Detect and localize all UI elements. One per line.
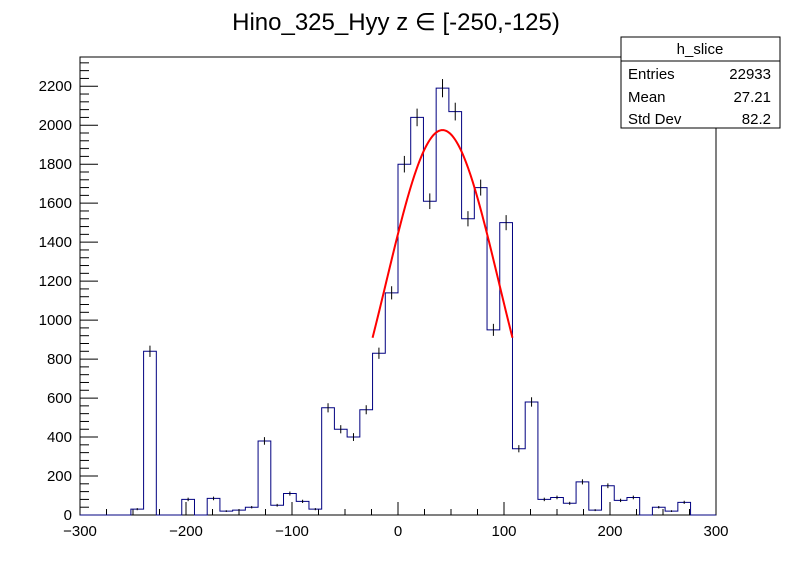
x-tick-label: 200 <box>597 523 622 540</box>
stats-mean-label: Mean <box>628 89 666 106</box>
x-tick-label: −100 <box>275 523 309 540</box>
y-tick-label: 1400 <box>39 234 72 251</box>
y-tick-label: 200 <box>47 468 72 485</box>
stats-stddev-label: Std Dev <box>628 111 682 128</box>
x-tick-label: 300 <box>703 523 728 540</box>
y-tick-label: 2000 <box>39 117 72 134</box>
y-tick-label: 0 <box>64 507 72 524</box>
y-tick-label: 400 <box>47 429 72 446</box>
y-tick-labels: 0 200 400 600 800 1000 1200 1400 1600 1800 2000 220… <box>39 78 72 524</box>
stats-box: h_slice Entries 22933 Mean 27.21 Std Dev… <box>620 36 781 129</box>
y-tick-label: 800 <box>47 351 72 368</box>
x-tick-label: 100 <box>491 523 516 540</box>
y-tick-label: 1800 <box>39 156 72 173</box>
y-tick-label: 1200 <box>39 273 72 290</box>
histogram-outline <box>80 87 716 516</box>
histogram <box>80 87 716 516</box>
axis-ticks <box>79 62 717 516</box>
stats-entries-value: 22933 <box>729 66 771 83</box>
x-tick-labels: −300 −200 −100 0 100 200 300 <box>63 523 728 540</box>
stats-box-frame <box>620 36 781 129</box>
gaussian-fit-curve <box>371 129 514 338</box>
x-tick-label: 0 <box>394 523 402 540</box>
error-bars <box>136 79 685 512</box>
stats-mean-value: 27.21 <box>733 89 771 106</box>
y-tick-label: 1600 <box>39 195 72 212</box>
stats-entries-label: Entries <box>628 66 675 83</box>
y-tick-label: 1000 <box>39 312 72 329</box>
stats-box-title: h_slice <box>677 41 724 58</box>
stats-stddev-value: 82.2 <box>742 111 771 128</box>
x-tick-label: −200 <box>169 523 203 540</box>
x-tick-label: −300 <box>63 523 97 540</box>
y-tick-label: 2200 <box>39 78 72 95</box>
y-tick-label: 600 <box>47 390 72 407</box>
chart-title: Hino_325_Hyy z ∈ [-250,-125) <box>232 9 560 36</box>
